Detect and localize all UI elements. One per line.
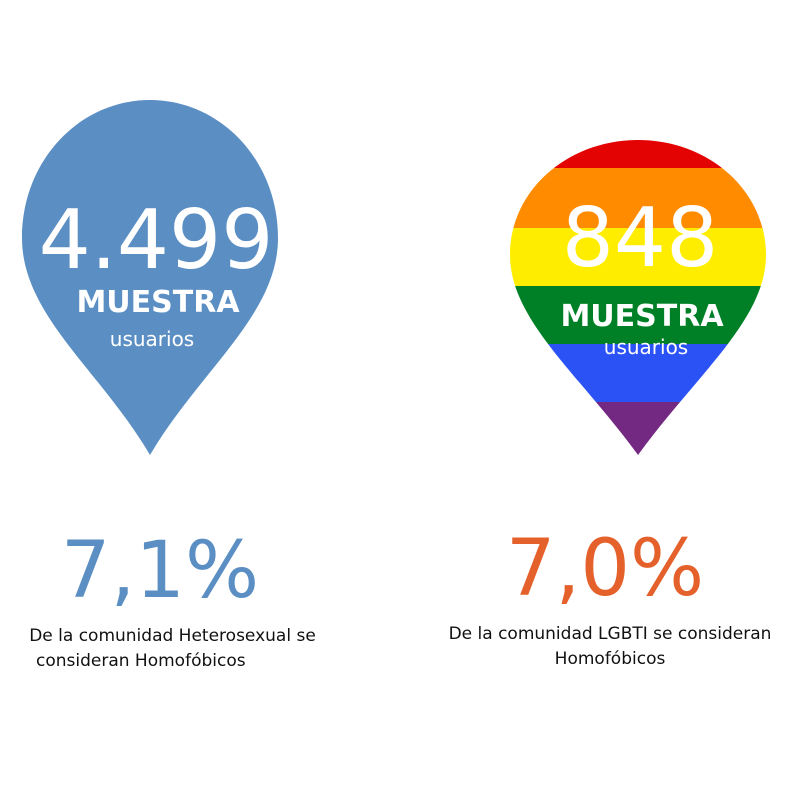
hetero-unit-label: usuarios: [110, 327, 194, 351]
rainbow-stripe-red: [510, 140, 766, 168]
hetero-description-line2: consideran Homofóbicos: [36, 651, 246, 671]
hetero-description-line1: De la comunidad Heterosexual se: [29, 626, 316, 646]
lgbti-description: De la comunidad LGBTI se consideran Homo…: [420, 622, 800, 672]
hetero-sample-label: MUESTRA: [76, 285, 240, 320]
hetero-percent: 7,1%: [60, 526, 260, 616]
lgbti-sample-label: MUESTRA: [560, 299, 724, 334]
lgbti-description-line1: De la comunidad LGBTI se consideran: [448, 624, 772, 644]
rainbow-stripe-yellow: [510, 228, 766, 286]
hetero-description: De la comunidad Heterosexual se consider…: [0, 624, 345, 674]
lgbti-unit-label: usuarios: [604, 335, 688, 359]
rainbow-stripe-green: [510, 286, 766, 344]
lgbti-description-line2: Homofóbicos: [554, 649, 666, 669]
rainbow-stripe-purple: [510, 402, 766, 455]
lgbti-percent: 7,0%: [505, 524, 705, 614]
lgbti-count: 848: [562, 191, 719, 286]
lgbti-map-pin: [510, 140, 766, 455]
rainbow-stripe-orange: [510, 168, 766, 228]
hetero-map-pin: [22, 100, 278, 455]
hetero-count: 4.499: [39, 193, 274, 288]
